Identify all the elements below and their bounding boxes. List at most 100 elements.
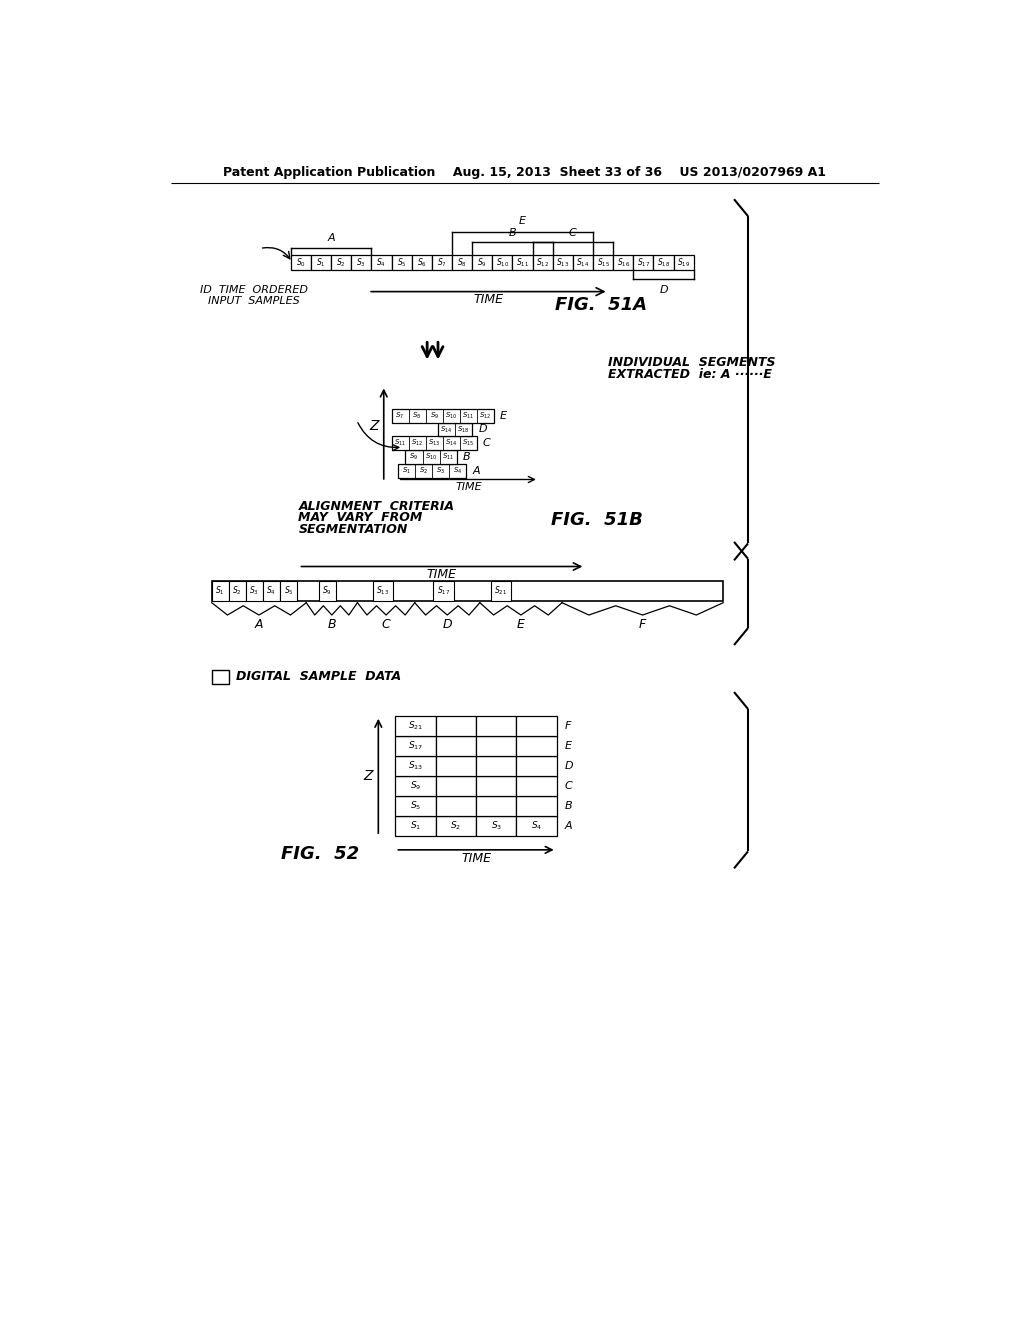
Text: $S_{4}$: $S_{4}$ xyxy=(377,256,386,268)
Bar xyxy=(452,255,472,271)
Text: $S_{15}$: $S_{15}$ xyxy=(462,438,474,449)
Text: $S_{1}$: $S_{1}$ xyxy=(316,256,326,268)
Text: $S_5$: $S_5$ xyxy=(284,585,293,598)
Text: E: E xyxy=(517,618,525,631)
Bar xyxy=(280,581,297,601)
Bar xyxy=(674,255,693,271)
Text: ALIGNMENT  CRITERIA: ALIGNMENT CRITERIA xyxy=(299,500,455,513)
Bar xyxy=(395,796,435,816)
Text: Z: Z xyxy=(364,770,373,783)
Text: $S_2$: $S_2$ xyxy=(451,820,462,832)
Bar xyxy=(373,581,393,601)
Text: $S_3$: $S_3$ xyxy=(490,820,502,832)
Bar xyxy=(395,776,435,796)
Text: B: B xyxy=(509,228,516,239)
Bar xyxy=(435,715,476,737)
Text: F: F xyxy=(639,618,646,631)
Bar xyxy=(263,581,280,601)
Bar xyxy=(395,816,435,836)
Bar xyxy=(553,255,572,271)
Text: $S_{11}$: $S_{11}$ xyxy=(462,411,474,421)
Text: $S_1$: $S_1$ xyxy=(410,820,421,832)
Bar xyxy=(372,255,391,271)
Bar xyxy=(633,255,653,271)
Text: $S_{17}$: $S_{17}$ xyxy=(637,256,650,268)
Text: $S_{17}$: $S_{17}$ xyxy=(408,739,423,752)
Text: B: B xyxy=(564,801,572,810)
Text: $S_1$: $S_1$ xyxy=(401,466,411,477)
Text: $S_{11}$: $S_{11}$ xyxy=(394,438,407,449)
Text: $S_{10}$: $S_{10}$ xyxy=(445,411,458,421)
Bar xyxy=(212,581,228,601)
Bar xyxy=(593,255,613,271)
Text: $S_2$: $S_2$ xyxy=(232,585,242,598)
Bar xyxy=(435,737,476,756)
Text: DIGITAL  SAMPLE  DATA: DIGITAL SAMPLE DATA xyxy=(237,671,401,684)
Bar xyxy=(516,737,557,756)
Bar xyxy=(516,715,557,737)
Bar xyxy=(228,581,246,601)
Text: $S_{13}$: $S_{13}$ xyxy=(556,256,569,268)
Text: $S_{21}$: $S_{21}$ xyxy=(408,719,423,733)
Text: A: A xyxy=(328,234,335,243)
Text: $S_4$: $S_4$ xyxy=(453,466,462,477)
Bar xyxy=(512,255,532,271)
Text: $S_{0}$: $S_{0}$ xyxy=(296,256,306,268)
Bar xyxy=(476,796,516,816)
Bar xyxy=(476,816,516,836)
Bar xyxy=(432,255,452,271)
Bar xyxy=(435,796,476,816)
Text: INDIVIDUAL  SEGMENTS: INDIVIDUAL SEGMENTS xyxy=(608,356,776,370)
Bar xyxy=(613,255,633,271)
Text: E: E xyxy=(564,741,571,751)
Text: INPUT  SAMPLES: INPUT SAMPLES xyxy=(209,296,300,306)
Text: $S_{11}$: $S_{11}$ xyxy=(442,451,455,462)
Text: SEGMENTATION: SEGMENTATION xyxy=(299,523,408,536)
Bar xyxy=(391,255,412,271)
Text: $S_{16}$: $S_{16}$ xyxy=(616,256,630,268)
Text: $S_{13}$: $S_{13}$ xyxy=(377,585,389,598)
Text: $S_3$: $S_3$ xyxy=(250,585,259,598)
Text: $S_{14}$: $S_{14}$ xyxy=(440,424,453,434)
Text: $S_1$: $S_1$ xyxy=(215,585,225,598)
Text: $S_{11}$: $S_{11}$ xyxy=(516,256,529,268)
Text: $S_{10}$: $S_{10}$ xyxy=(496,256,509,268)
Text: B: B xyxy=(463,453,470,462)
Text: $S_{6}$: $S_{6}$ xyxy=(417,256,427,268)
Text: $S_5$: $S_5$ xyxy=(410,800,421,812)
Text: $S_{21}$: $S_{21}$ xyxy=(495,585,507,598)
Text: $S_{10}$: $S_{10}$ xyxy=(425,451,437,462)
Bar xyxy=(291,255,311,271)
Bar xyxy=(435,756,476,776)
Text: E: E xyxy=(500,411,507,421)
Bar xyxy=(391,437,477,450)
Text: C: C xyxy=(382,618,390,631)
Text: EXTRACTED  ie: A ······E: EXTRACTED ie: A ······E xyxy=(608,367,772,380)
Text: $S_8$: $S_8$ xyxy=(413,411,422,421)
Bar xyxy=(311,255,331,271)
Text: $S_{19}$: $S_{19}$ xyxy=(677,256,690,268)
Bar xyxy=(653,255,674,271)
Text: D: D xyxy=(442,618,453,631)
Text: A: A xyxy=(564,821,572,832)
Text: $S_{14}$: $S_{14}$ xyxy=(445,438,458,449)
Bar xyxy=(516,756,557,776)
Text: FIG.  52: FIG. 52 xyxy=(282,845,359,863)
Text: D: D xyxy=(564,760,573,771)
Bar xyxy=(395,737,435,756)
Text: $S_{2}$: $S_{2}$ xyxy=(336,256,346,268)
Bar xyxy=(476,737,516,756)
Text: $S_{15}$: $S_{15}$ xyxy=(597,256,609,268)
Text: C: C xyxy=(483,438,490,449)
Bar xyxy=(212,581,723,601)
Bar xyxy=(490,581,511,601)
Text: $S_{3}$: $S_{3}$ xyxy=(356,256,367,268)
Bar xyxy=(433,581,454,601)
Text: $S_{18}$: $S_{18}$ xyxy=(657,256,670,268)
Bar xyxy=(516,816,557,836)
Text: $S_9$: $S_9$ xyxy=(429,411,438,421)
Text: TIME: TIME xyxy=(456,482,482,492)
Text: B: B xyxy=(328,618,336,631)
Bar xyxy=(351,255,372,271)
Text: TIME: TIME xyxy=(473,293,504,306)
